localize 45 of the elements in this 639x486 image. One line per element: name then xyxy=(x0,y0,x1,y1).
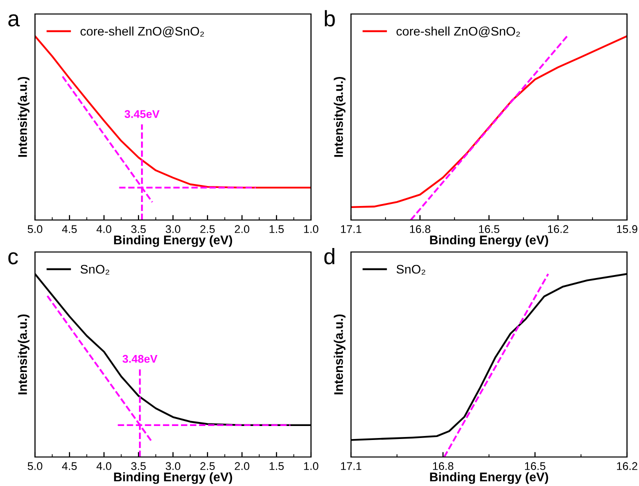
chart-title: a xyxy=(8,14,20,26)
x-tick-label: 15.9 xyxy=(617,225,638,234)
x-tick-label: 5.0 xyxy=(28,225,42,234)
x-tick-label: 1.5 xyxy=(270,225,284,234)
x-tick-label: 4.5 xyxy=(62,225,77,234)
x-tick-label: 1.0 xyxy=(304,462,318,470)
x-axis-title: Binding Energy (eV) xyxy=(430,472,548,484)
x-tick-label: 2.0 xyxy=(234,225,250,234)
x-tick-label: 3.0 xyxy=(166,462,180,470)
x-axis-title: Binding Energy (eV) xyxy=(114,472,232,484)
x-tick-label: 1.5 xyxy=(270,462,284,470)
chart-title: c xyxy=(8,252,18,264)
x-tick-label: 5.0 xyxy=(28,462,42,470)
x-tick-label: 16.8 xyxy=(410,225,430,234)
chart-title: d xyxy=(324,248,334,264)
x-axis-title: Binding Energy (eV) xyxy=(114,235,232,247)
y-axis-title: Intensity(a.u.) xyxy=(18,76,30,157)
x-tick-label: 2.0 xyxy=(234,462,250,470)
x-tick-label: 16.5 xyxy=(479,225,500,234)
x-tick-label: 3.0 xyxy=(166,225,180,234)
x-tick-label: 4.0 xyxy=(96,462,112,470)
x-tick-label: 16.2 xyxy=(617,462,638,470)
x-tick-label: 3.5 xyxy=(131,462,146,470)
y-axis-title: Intensity(a.u.) xyxy=(18,314,30,394)
x-axis-title: Binding Energy (eV) xyxy=(430,235,548,247)
x-tick-label: 2.5 xyxy=(200,462,215,470)
x-tick-label: 4.0 xyxy=(96,225,112,234)
annotation: 3.48eV xyxy=(122,354,158,363)
y-axis-title: Intensity(a.u.) xyxy=(334,314,346,394)
legend-label: SnO₂ xyxy=(396,264,426,275)
x-tick-label: 16.2 xyxy=(548,225,568,234)
annotation: 3.45eV xyxy=(124,110,160,118)
x-tick-label: 4.5 xyxy=(62,462,77,470)
y-axis-title: Intensity(a.u.) xyxy=(334,76,346,157)
legend-label: core-shell ZnO@SnO₂ xyxy=(80,26,204,38)
legend-label: core-shell ZnO@SnO₂ xyxy=(396,26,520,38)
x-tick-label: 17.1 xyxy=(341,225,362,233)
chart-title: b xyxy=(324,10,335,26)
x-tick-label: 2.5 xyxy=(200,225,215,234)
x-tick-label: 3.5 xyxy=(131,225,146,234)
x-tick-label: 16.5 xyxy=(525,462,546,470)
x-tick-label: 16.8 xyxy=(433,462,454,470)
x-tick-label: 1.0 xyxy=(304,225,318,234)
x-tick-label: 17.1 xyxy=(341,462,362,470)
legend-label: SnO₂ xyxy=(80,264,110,275)
